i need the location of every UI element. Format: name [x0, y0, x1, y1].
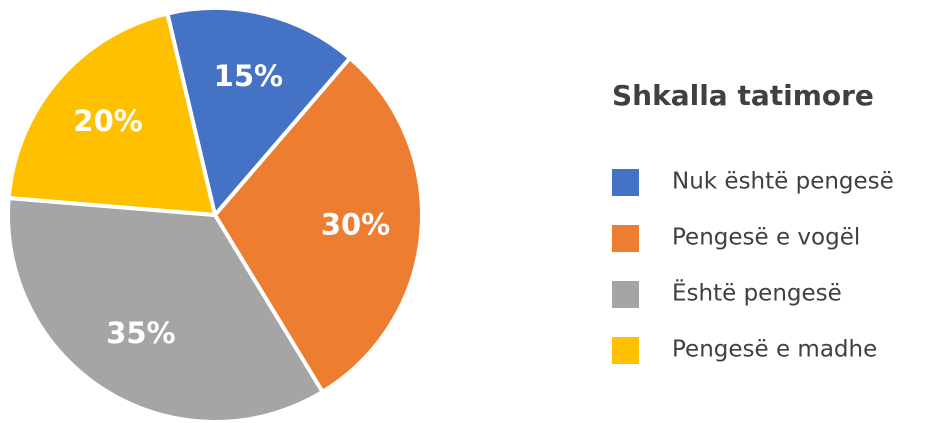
pie-slice	[6, 11, 218, 218]
pie-slice	[212, 55, 424, 395]
legend-label: Nuk është pengesë	[672, 169, 894, 195]
legend-swatch	[612, 281, 639, 308]
data-label: 35%	[106, 316, 175, 350]
data-label: 30%	[321, 208, 390, 242]
data-label: 20%	[73, 104, 142, 138]
legend-label: Pengesë e vogël	[672, 225, 860, 251]
legend-swatch	[612, 169, 639, 196]
pie-slice	[6, 195, 326, 423]
legend-label: Pengesë e madhe	[672, 337, 877, 363]
data-label: 15%	[214, 59, 283, 93]
legend-swatch	[612, 337, 639, 364]
legend-swatch	[612, 225, 639, 252]
legend-label: Është pengesë	[672, 279, 842, 307]
chart-title: Shkalla tatimore	[612, 79, 874, 112]
pie-slice	[164, 6, 353, 220]
